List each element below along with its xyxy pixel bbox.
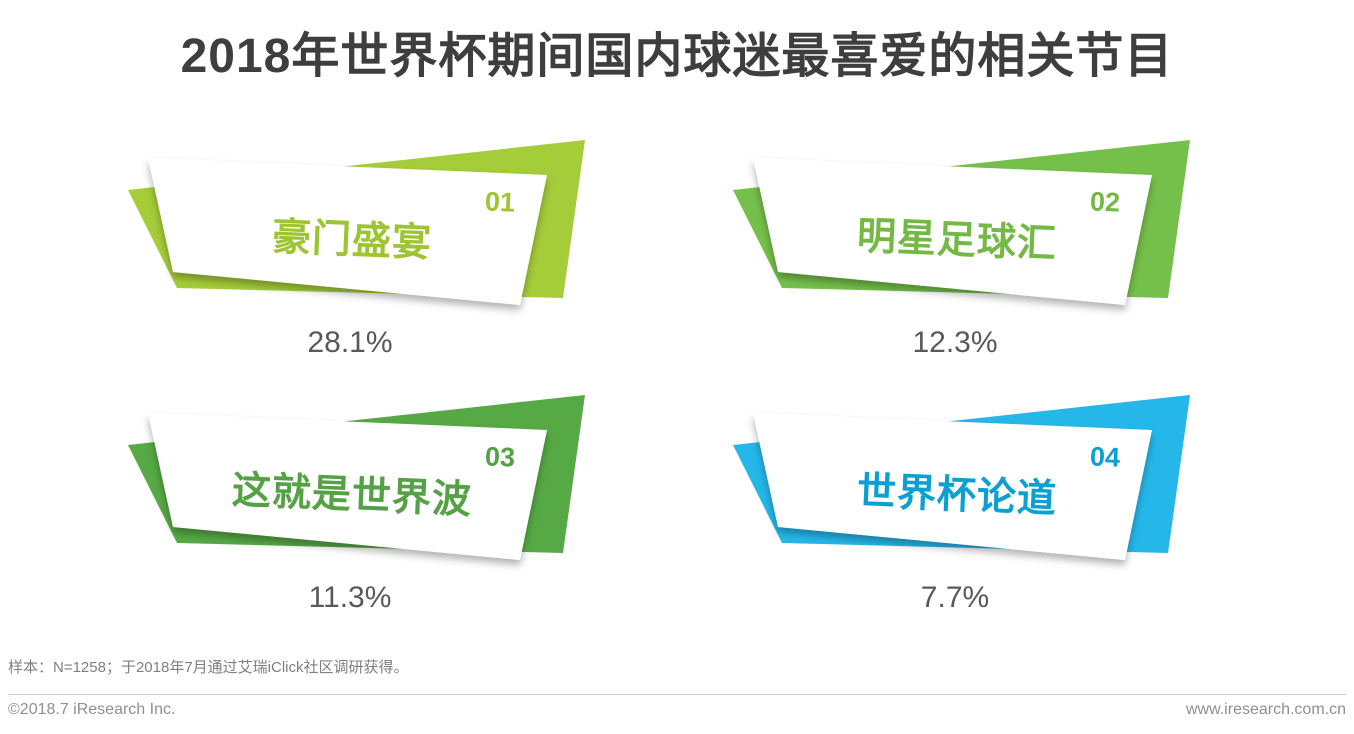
website-url: www.iresearch.com.cn [1185, 701, 1346, 718]
footer-divider [8, 694, 1346, 695]
program-card-4: 04 世界杯论道 7.7% [715, 380, 1235, 620]
card-4-rank-label: 04 [1089, 441, 1120, 472]
card-2-graphic: 02 明星足球汇 [733, 140, 1190, 305]
page-title: 2018年世界杯期间国内球迷最喜爱的相关节目 [180, 30, 1174, 83]
copyright-text: ©2018.7 iResearch Inc. [8, 701, 176, 718]
program-card-2: 02 明星足球汇 12.3% [715, 125, 1235, 365]
card-3-front-card-shape [148, 413, 547, 560]
card-2-rank-label: 02 [1089, 186, 1120, 217]
card-4-program-name: 世界杯论道 [856, 470, 1058, 521]
card-4-percentage: 7.7% [920, 581, 990, 614]
card-2-percentage: 12.3% [912, 326, 998, 359]
sample-note: 样本：N=1258；于2018年7月通过艾瑞iClick社区调研获得。 [8, 659, 409, 676]
card-3-rank-label: 03 [484, 441, 515, 472]
card-3-percentage: 11.3% [308, 581, 392, 614]
card-1-front-card-shape [148, 158, 547, 305]
program-card-1: 01 豪门盛宴 28.1% [110, 125, 630, 365]
program-card-3: 03 这就是世界波 11.3% [110, 380, 630, 620]
card-3-graphic: 03 这就是世界波 [128, 395, 585, 560]
card-1-percentage: 28.1% [307, 326, 393, 359]
card-1-graphic: 01 豪门盛宴 [128, 140, 585, 305]
card-1-program-name: 豪门盛宴 [271, 215, 433, 266]
card-2-front-card-shape [753, 158, 1152, 305]
card-2-program-name: 明星足球汇 [856, 215, 1058, 266]
card-4-graphic: 04 世界杯论道 [733, 395, 1190, 560]
card-3-program-name: 这就是世界波 [231, 469, 473, 522]
card-4-front-card-shape [753, 413, 1152, 560]
card-1-rank-label: 01 [484, 186, 515, 217]
